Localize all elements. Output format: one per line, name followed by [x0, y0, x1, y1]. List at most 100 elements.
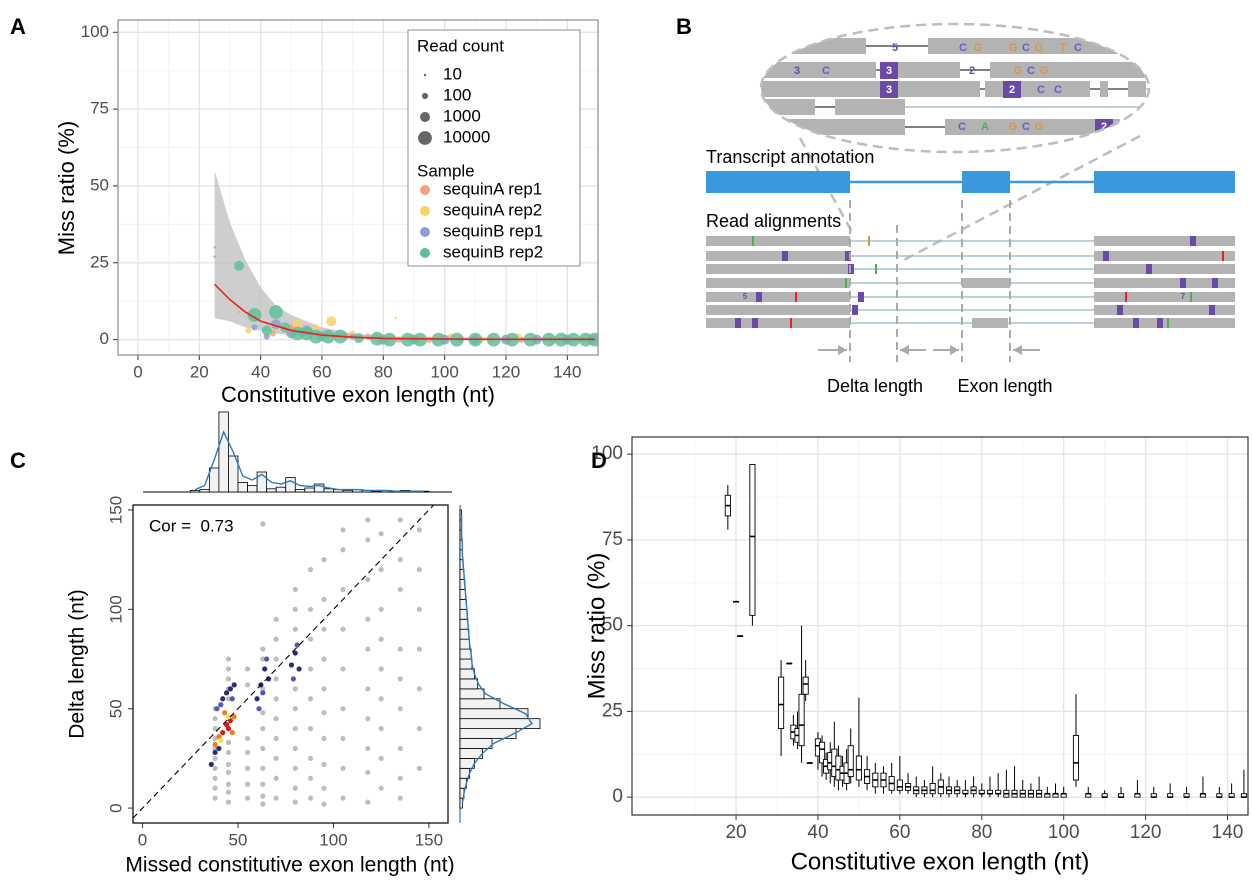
point	[251, 324, 258, 331]
base-label: C	[1022, 121, 1030, 133]
point	[397, 706, 403, 712]
histogram-bar	[459, 718, 541, 729]
read-block	[1130, 119, 1149, 135]
y-tick-label: 0	[106, 803, 125, 812]
point	[365, 537, 371, 543]
point	[260, 686, 266, 692]
point	[365, 686, 371, 692]
legend-label: sequinA rep1	[443, 179, 542, 198]
point	[262, 666, 268, 672]
point	[212, 765, 218, 771]
base-label: C	[822, 65, 830, 77]
mismatch-mark	[868, 236, 870, 246]
histogram-bar	[247, 485, 258, 493]
point	[292, 686, 298, 692]
point	[340, 586, 346, 593]
box-body	[802, 676, 809, 695]
base-label: 3	[886, 65, 892, 77]
read-block	[706, 264, 850, 274]
point	[229, 696, 235, 702]
point	[212, 716, 218, 722]
point	[378, 755, 384, 762]
point	[212, 741, 218, 748]
base-label: G	[1009, 42, 1018, 54]
point	[292, 745, 298, 752]
point	[321, 329, 335, 344]
insertion-box	[880, 81, 898, 98]
point	[340, 795, 346, 801]
arrow-head	[838, 345, 847, 355]
point	[416, 646, 422, 652]
point	[365, 576, 371, 583]
box-body	[847, 745, 854, 778]
point	[244, 749, 251, 756]
read-block	[1094, 278, 1235, 288]
point	[378, 696, 384, 702]
insertion-mark	[782, 251, 788, 261]
point	[227, 686, 233, 692]
base-label: 2	[969, 65, 975, 77]
point	[400, 332, 415, 347]
point	[260, 690, 266, 696]
histogram-bar	[208, 467, 220, 493]
y-axis-label: Miss ratio (%)	[54, 121, 79, 255]
transcript-label: Transcript annotation	[706, 147, 874, 167]
point	[213, 255, 216, 258]
delta-label: Delta length	[827, 376, 923, 396]
point	[292, 785, 298, 791]
point	[365, 716, 371, 722]
point	[290, 676, 296, 682]
insertion-label: 5	[743, 292, 748, 301]
plot-area	[213, 170, 598, 347]
read-block	[1094, 264, 1235, 274]
point	[365, 616, 371, 622]
x-tick-label: 150	[415, 830, 443, 849]
point	[378, 531, 384, 537]
histogram-bar	[237, 481, 248, 493]
histogram-bar	[459, 698, 501, 710]
box-body	[818, 741, 826, 764]
mismatch-mark	[1222, 251, 1224, 261]
point	[213, 246, 216, 249]
point	[416, 765, 422, 771]
point	[307, 755, 314, 762]
y-axis-label: Miss ratio (%)	[583, 553, 610, 700]
legend-label: sequinB rep1	[443, 221, 543, 240]
point	[212, 735, 218, 742]
point	[225, 676, 232, 682]
base-label: 2	[1101, 121, 1107, 133]
point	[382, 332, 397, 347]
insertion-mark	[1133, 318, 1139, 328]
legend-label: sequinA rep2	[443, 200, 542, 219]
point	[245, 327, 252, 334]
base-label: G	[1040, 65, 1049, 77]
read-block	[761, 99, 815, 115]
legend-size-marker	[423, 73, 427, 77]
point	[273, 775, 279, 781]
point	[296, 666, 302, 672]
arrow-head	[900, 345, 909, 355]
point	[416, 686, 422, 692]
point	[321, 626, 327, 632]
reads-label: Read alignments	[706, 211, 841, 231]
read-block	[706, 318, 850, 328]
point	[292, 799, 298, 805]
mismatch-mark	[790, 318, 792, 328]
histogram-bar	[459, 648, 472, 660]
point	[397, 775, 403, 781]
x-axis-label: Missed constitutive exon length (nt)	[125, 854, 454, 877]
insertion-mark	[858, 292, 864, 302]
point	[416, 606, 422, 612]
x-tick-label: 0	[133, 362, 142, 381]
point	[397, 795, 403, 801]
histogram-bar	[256, 471, 268, 493]
plot-area	[133, 505, 435, 819]
exon-block	[706, 171, 850, 193]
point	[225, 761, 232, 767]
point	[260, 725, 266, 732]
x-tick-label: 20	[725, 822, 746, 843]
point	[260, 781, 266, 787]
point	[395, 336, 402, 343]
insertion-mark	[756, 292, 762, 302]
point	[321, 686, 327, 692]
